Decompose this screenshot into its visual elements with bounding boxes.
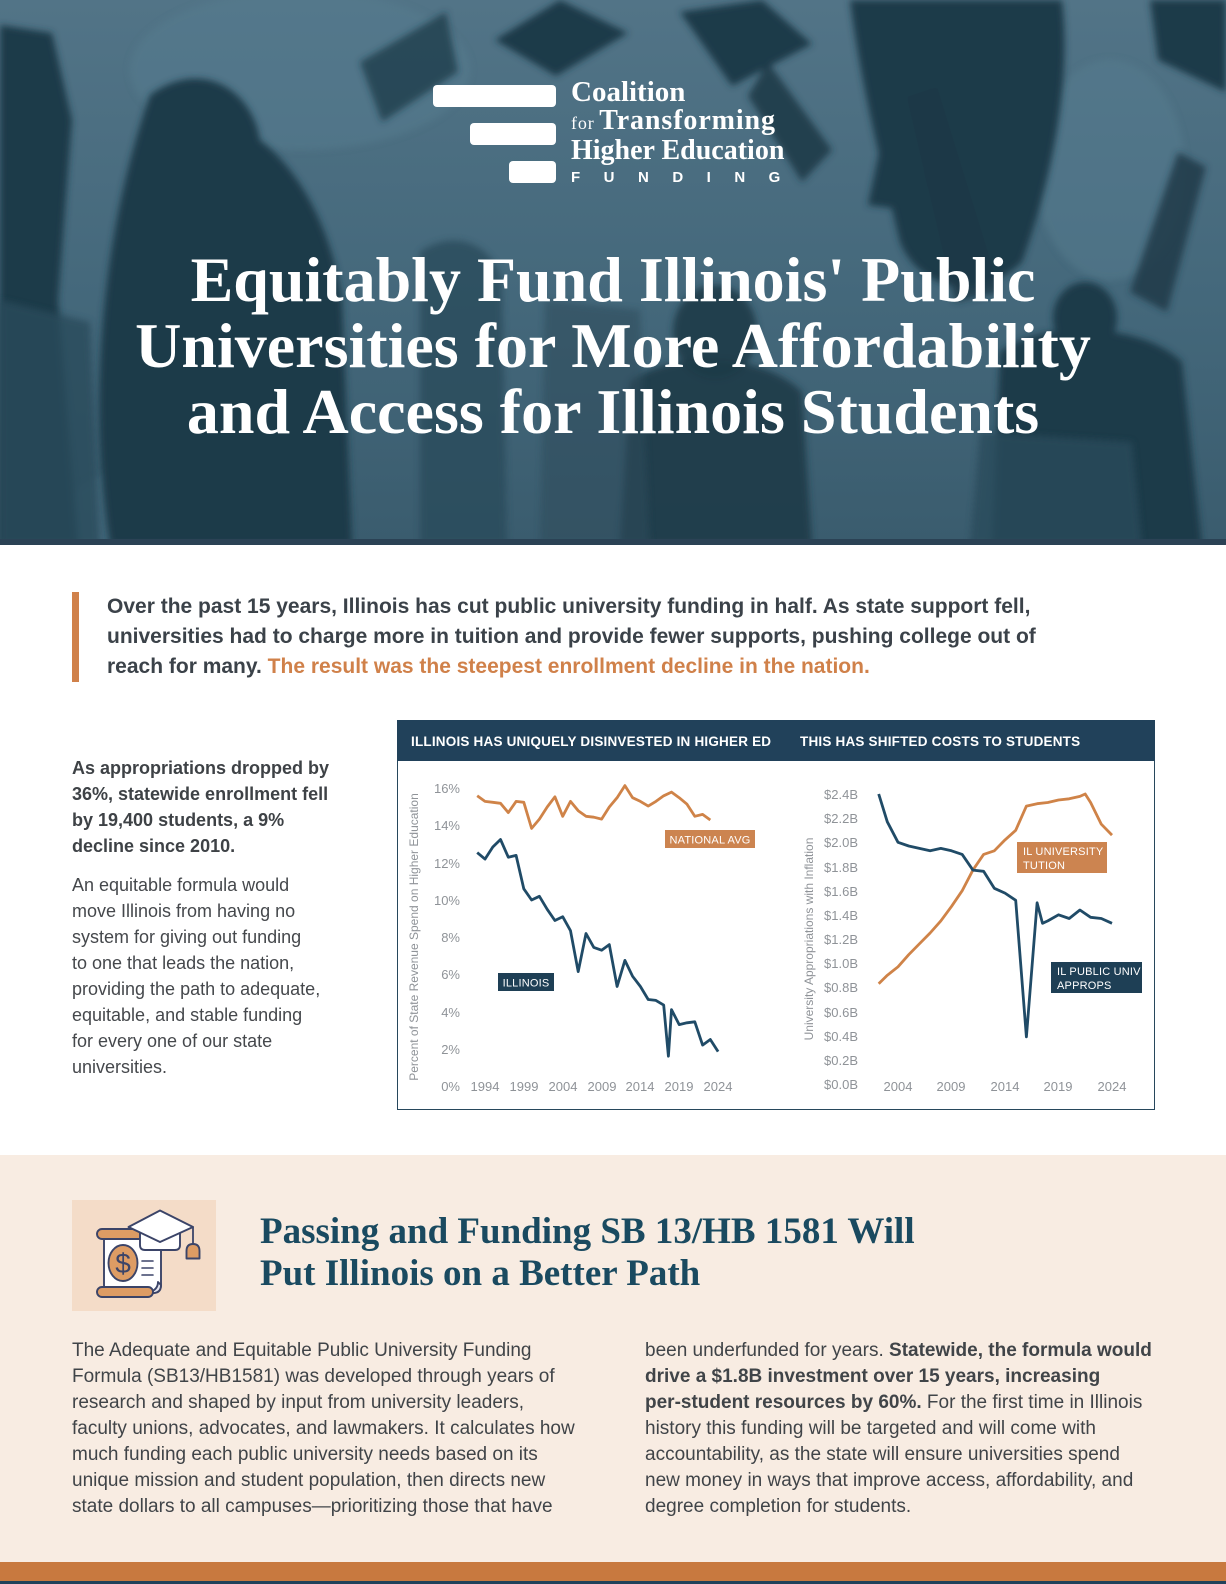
svg-text:6%: 6% <box>441 967 460 982</box>
svg-text:Percent of State Revenue Spend: Percent of State Revenue Spend on Higher… <box>407 793 421 1081</box>
svg-text:2024: 2024 <box>704 1079 733 1094</box>
svg-text:$2.0B: $2.0B <box>824 835 858 850</box>
svg-text:$: $ <box>115 1248 131 1279</box>
svg-text:2014: 2014 <box>991 1079 1020 1094</box>
svg-text:2%: 2% <box>441 1042 460 1057</box>
svg-text:NATIONAL AVG: NATIONAL AVG <box>669 835 750 847</box>
svg-text:1999: 1999 <box>510 1079 539 1094</box>
svg-text:1994: 1994 <box>471 1079 500 1094</box>
svg-text:16%: 16% <box>434 781 460 796</box>
svg-text:12%: 12% <box>434 856 460 871</box>
svg-text:$1.8B: $1.8B <box>824 860 858 875</box>
svg-text:$2.4B: $2.4B <box>824 787 858 802</box>
svg-text:$0.4B: $0.4B <box>824 1029 858 1044</box>
svg-text:$0.2B: $0.2B <box>824 1053 858 1068</box>
svg-text:$0.0B: $0.0B <box>824 1077 858 1092</box>
svg-text:IL PUBLIC UNIV: IL PUBLIC UNIV <box>1057 966 1141 978</box>
svg-text:10%: 10% <box>434 893 460 908</box>
svg-text:2024: 2024 <box>1098 1079 1127 1094</box>
svg-text:$1.4B: $1.4B <box>824 908 858 923</box>
svg-text:TUTION: TUTION <box>1023 860 1065 872</box>
svg-text:IL UNIVERSITY: IL UNIVERSITY <box>1023 846 1104 858</box>
svg-text:4%: 4% <box>441 1005 460 1020</box>
svg-text:2014: 2014 <box>626 1079 655 1094</box>
svg-text:APPROPS: APPROPS <box>1057 980 1112 992</box>
svg-text:2009: 2009 <box>937 1079 966 1094</box>
svg-text:ILLINOIS: ILLINOIS <box>503 978 550 990</box>
svg-text:$1.0B: $1.0B <box>824 956 858 971</box>
svg-text:2019: 2019 <box>1044 1079 1073 1094</box>
svg-text:14%: 14% <box>434 818 460 833</box>
svg-text:$1.2B: $1.2B <box>824 932 858 947</box>
svg-text:0%: 0% <box>441 1079 460 1094</box>
svg-text:University Appropriations with: University Appropriations with Inflation <box>802 838 816 1041</box>
svg-text:$1.6B: $1.6B <box>824 884 858 899</box>
svg-text:8%: 8% <box>441 930 460 945</box>
svg-text:2004: 2004 <box>884 1079 913 1094</box>
svg-text:2019: 2019 <box>665 1079 694 1094</box>
svg-text:$2.2B: $2.2B <box>824 811 858 826</box>
svg-text:$0.6B: $0.6B <box>824 1005 858 1020</box>
svg-text:2004: 2004 <box>549 1079 578 1094</box>
svg-text:2009: 2009 <box>588 1079 617 1094</box>
svg-text:$0.8B: $0.8B <box>824 980 858 995</box>
